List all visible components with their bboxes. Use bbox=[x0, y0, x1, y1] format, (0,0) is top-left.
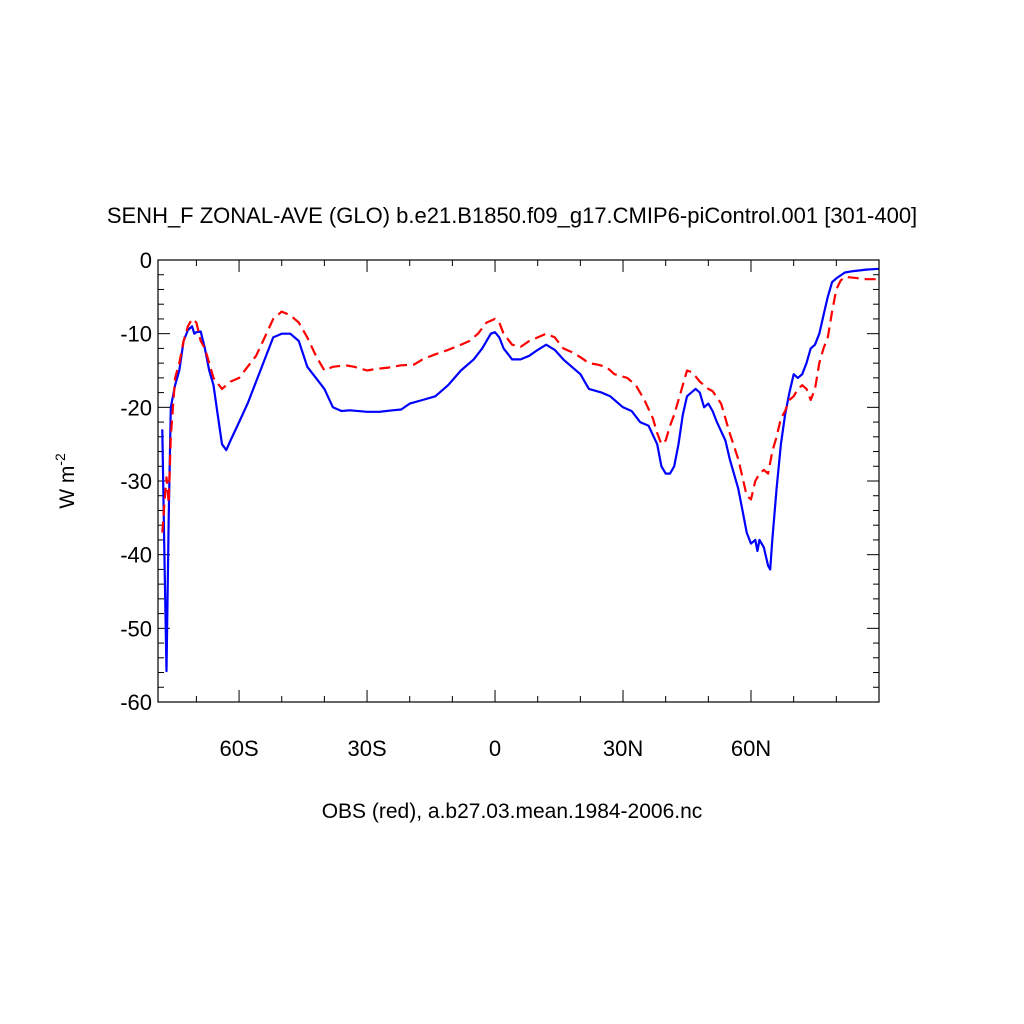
y-tick-label: -60 bbox=[120, 690, 152, 715]
series-line-blue bbox=[161, 267, 880, 673]
x-tick-label: 30S bbox=[347, 736, 386, 761]
x-tick-label: 60N bbox=[731, 736, 771, 761]
plot-frame bbox=[157, 259, 880, 703]
series-line-red-dashed bbox=[161, 275, 879, 533]
y-axis-label-superscript: -2 bbox=[52, 453, 68, 466]
y-tick-label: -10 bbox=[120, 322, 152, 347]
y-axis-label: W m-2 bbox=[52, 453, 79, 509]
y-tick-label: -40 bbox=[120, 543, 152, 568]
y-axis-label-base: W m bbox=[56, 466, 79, 509]
chart-title: SENH_F ZONAL-AVE (GLO) b.e21.B1850.f09_g… bbox=[107, 203, 917, 228]
x-tick-label: 60S bbox=[219, 736, 258, 761]
y-tick-label: -30 bbox=[120, 469, 152, 494]
x-tick-label: 30N bbox=[603, 736, 643, 761]
plot-area: 0 -10 -20 -30 -40 -50 -60 60S 30S 0 30N 60N bbox=[120, 248, 880, 761]
y-tick-label: 0 bbox=[140, 248, 152, 273]
x-tick-label: 0 bbox=[489, 736, 501, 761]
y-tick-label: -50 bbox=[120, 616, 152, 641]
y-tick-label: -20 bbox=[120, 395, 152, 420]
chart-footer: OBS (red), a.b27.03.mean.1984-2006.nc bbox=[322, 800, 703, 823]
